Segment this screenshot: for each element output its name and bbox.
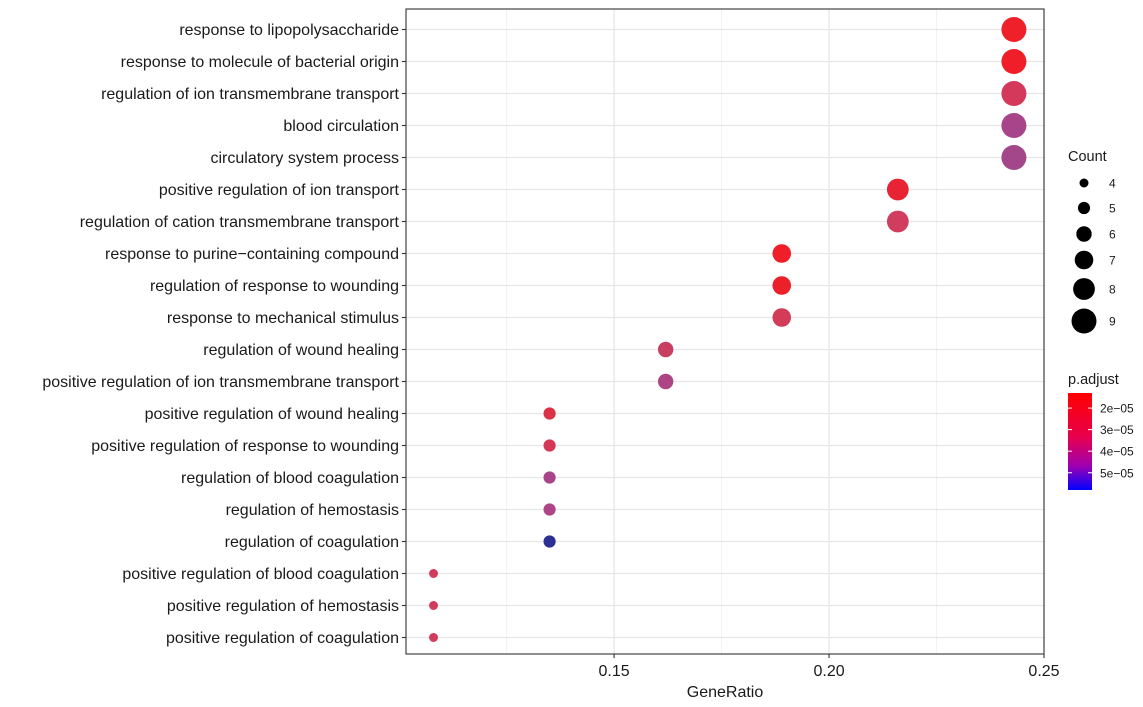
count-legend-title: Count: [1068, 149, 1107, 165]
count-legend-label: 4: [1109, 177, 1116, 191]
y-tick-label: regulation of cation transmembrane trans…: [80, 214, 400, 231]
data-point: [772, 244, 792, 263]
padjust-tick-label: 2e−05: [1100, 402, 1134, 416]
data-point: [1001, 81, 1027, 106]
data-point: [429, 569, 439, 578]
y-tick-label: regulation of wound healing: [203, 342, 399, 359]
data-point: [772, 276, 792, 295]
y-tick-label: positive regulation of response to wound…: [91, 438, 399, 455]
data-point: [657, 341, 674, 358]
count-legend: Count 4 5 6 7 8 9: [1068, 149, 1116, 334]
y-tick-label: response to molecule of bacterial origin: [121, 54, 399, 71]
count-legend-dot: [1074, 250, 1094, 270]
data-point: [886, 210, 909, 233]
data-point: [429, 633, 439, 642]
y-tick-label: positive regulation of blood coagulation: [122, 566, 399, 583]
padjust-tick-label: 5e−05: [1100, 466, 1134, 480]
padjust-tick-label: 4e−05: [1100, 445, 1134, 459]
x-tick-label: 0.25: [1028, 663, 1059, 680]
data-point: [429, 601, 439, 610]
count-legend-items: 4 5 6 7 8 9: [1071, 177, 1116, 334]
y-tick-label: positive regulation of ion transport: [159, 182, 400, 199]
x-tick-label: 0.15: [599, 663, 630, 680]
padjust-legend-title: p.adjust: [1068, 372, 1119, 388]
y-tick-label: regulation of hemostasis: [226, 502, 399, 519]
data-points: [429, 17, 1027, 642]
data-point: [543, 503, 556, 516]
count-legend-label: 5: [1109, 202, 1116, 216]
count-legend-dot: [1076, 226, 1092, 242]
y-tick-label: circulatory system process: [211, 150, 400, 167]
grid-lines: [406, 9, 1045, 654]
y-tick-label: regulation of coagulation: [225, 534, 399, 551]
y-tick-label: response to lipopolysaccharide: [179, 22, 399, 39]
panel-border: [405, 8, 1045, 655]
count-legend-dot: [1077, 201, 1091, 215]
count-legend-dot: [1071, 308, 1097, 334]
padjust-legend-ticks: 2e−05 3e−05 4e−05 5e−05: [1068, 402, 1134, 480]
padjust-legend: p.adjust 2e−05 3e−05 4e−05 5e−05: [1068, 372, 1134, 490]
y-tick-label: positive regulation of coagulation: [166, 630, 399, 647]
data-point: [543, 535, 556, 548]
x-tick-label: 0.20: [813, 663, 844, 680]
count-legend-dot: [1079, 178, 1089, 188]
count-legend-label: 6: [1109, 228, 1116, 242]
y-axis: response to lipopolysaccharide response t…: [42, 22, 406, 647]
y-tick-label: regulation of response to wounding: [150, 278, 399, 295]
y-tick-label: blood circulation: [283, 118, 399, 135]
y-tick-label: positive regulation of wound healing: [145, 406, 399, 423]
y-tick-label: positive regulation of hemostasis: [167, 598, 399, 615]
data-point: [543, 407, 556, 420]
x-axis-title: GeneRatio: [687, 684, 764, 701]
data-point: [543, 471, 556, 484]
count-legend-dot: [1073, 278, 1095, 300]
data-point: [1001, 17, 1027, 42]
y-tick-label: response to mechanical stimulus: [167, 310, 399, 327]
count-legend-label: 7: [1109, 254, 1116, 268]
data-point: [886, 178, 909, 201]
y-tick-label: response to purine−containing compound: [105, 246, 399, 263]
padjust-tick-label: 3e−05: [1100, 423, 1134, 437]
y-tick-label: positive regulation of ion transmembrane…: [42, 374, 399, 391]
data-point: [543, 439, 556, 452]
y-tick-label: regulation of blood coagulation: [181, 470, 399, 487]
data-point: [1001, 49, 1027, 74]
data-point: [1001, 113, 1027, 138]
data-point: [657, 373, 674, 390]
data-point: [1001, 145, 1027, 170]
x-axis: 0.15 0.20 0.25: [599, 654, 1060, 680]
count-legend-label: 8: [1109, 283, 1116, 297]
count-legend-label: 9: [1109, 315, 1116, 329]
y-tick-label: regulation of ion transmembrane transpor…: [101, 86, 399, 103]
data-point: [772, 308, 792, 327]
padjust-colorbar: [1068, 393, 1092, 490]
